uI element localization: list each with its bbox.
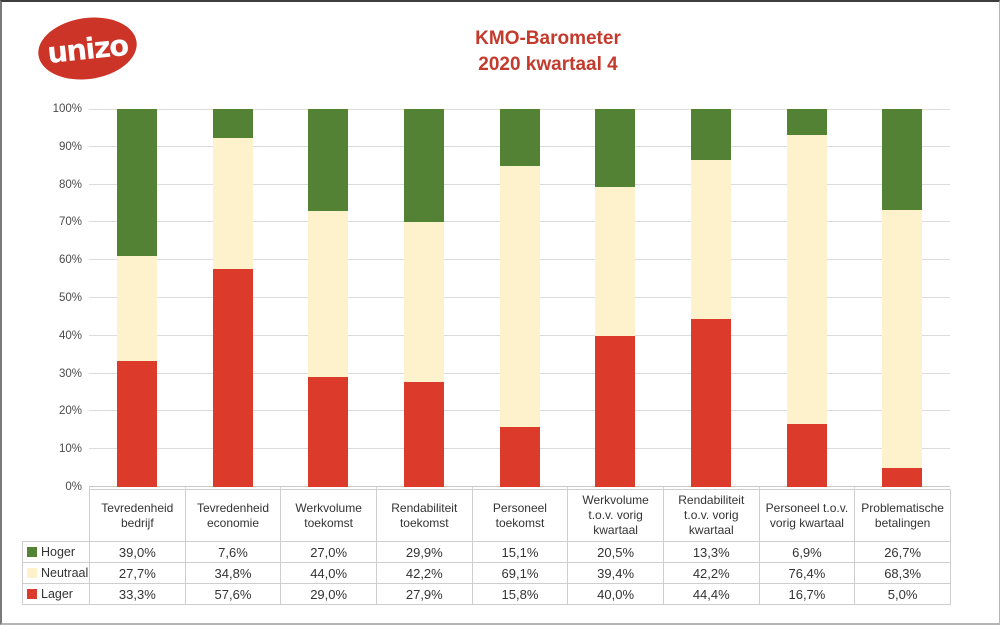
value-cell-hoger-6: 20,5%	[567, 541, 664, 563]
chart-data-table: Tevredenheid bedrijf Tevredenheid economie W…	[22, 489, 951, 605]
value-cell-hoger-2: 7,6%	[184, 541, 282, 563]
bar-segment-lager-8	[786, 423, 827, 487]
chart-title: KMO-Barometer 2020 kwartaal 4	[97, 26, 999, 78]
category-header-3: Werkvolume toekomst	[280, 489, 377, 542]
value-cell-lager-8: 16,7%	[758, 583, 856, 605]
legend-inner-hoger: Hoger	[27, 545, 89, 559]
category-header-4: Rendabiliteit toekomst	[375, 489, 473, 542]
value-cell-lager-1: 33,3%	[89, 583, 186, 605]
legend-inner-lager: Lager	[27, 587, 89, 601]
y-axis-tick-label: 50%	[58, 292, 82, 304]
bar-segment-lager-2	[212, 269, 253, 487]
bar-segment-neutraal-4	[403, 222, 444, 382]
value-cell-neutraal-8: 76,4%	[758, 562, 856, 584]
y-axis-tick-label: 100%	[52, 103, 82, 115]
value-cell-lager-3: 29,0%	[280, 583, 377, 605]
data-table: Tevredenheid bedrijf Tevredenheid economie W…	[22, 489, 951, 605]
table-corner-blank	[23, 490, 90, 542]
chart-title-line1: KMO-Barometer	[475, 28, 621, 49]
legend-item-hoger: Hoger	[22, 541, 90, 563]
value-cell-lager-4: 27,9%	[375, 583, 473, 605]
bar-segment-hoger-5	[499, 109, 540, 167]
value-cell-neutraal-5: 69,1%	[471, 562, 569, 584]
legend-item-neutraal: Neutraal	[22, 562, 90, 584]
category-header-7: Rendabiliteit t.o.v. vorig kwartaal	[662, 489, 760, 542]
value-cell-neutraal-2: 34,8%	[184, 562, 282, 584]
value-cell-hoger-4: 29,9%	[375, 541, 473, 563]
bar-segment-hoger-9	[882, 109, 923, 210]
bar-segment-neutraal-1	[116, 256, 157, 362]
value-cell-neutraal-1: 27,7%	[89, 562, 186, 584]
value-cell-lager-5: 15,8%	[471, 583, 569, 605]
bar-segment-neutraal-8	[786, 135, 827, 424]
bar-segment-lager-9	[882, 468, 923, 487]
bar-segment-neutraal-3	[308, 211, 349, 378]
y-axis-tick-label: 10%	[58, 443, 82, 456]
legend-inner-neutraal: Neutraal	[27, 566, 89, 580]
value-cell-hoger-7: 13,3%	[662, 541, 760, 563]
category-header-2: Tevredenheid economie	[184, 489, 282, 542]
category-header-6: Werkvolume t.o.v. vorig kwartaal	[567, 489, 664, 542]
y-axis-tick-label: 40%	[58, 329, 82, 342]
chart-title-line2: 2020 kwartaal 4	[478, 54, 618, 75]
category-header-9: Problematische betalingen	[854, 489, 951, 542]
bar-segment-neutraal-5	[499, 166, 540, 428]
value-cell-neutraal-9: 68,3%	[854, 562, 951, 584]
value-cell-lager-7: 44,4%	[662, 583, 760, 605]
legend-swatch-lager	[27, 589, 37, 599]
bar-segment-lager-7	[690, 319, 731, 487]
y-axis-tick-label: 60%	[58, 254, 82, 267]
bar-segment-lager-1	[116, 361, 157, 487]
legend-label-neutraal: Neutraal	[41, 566, 89, 580]
category-header-8: Personeel t.o.v. vorig kwartaal	[758, 489, 856, 542]
legend-label-lager: Lager	[41, 587, 73, 601]
bar-segment-hoger-8	[786, 109, 827, 136]
bar-segment-hoger-6	[595, 109, 636, 187]
value-cell-lager-6: 40,0%	[567, 583, 664, 605]
value-cell-hoger-3: 27,0%	[280, 541, 377, 563]
value-cell-hoger-5: 15,1%	[471, 541, 569, 563]
y-axis-tick-label: 80%	[58, 178, 82, 191]
bar-segment-lager-6	[595, 335, 636, 487]
bar-segment-lager-3	[308, 377, 349, 487]
value-cell-neutraal-7: 42,2%	[662, 562, 760, 584]
value-cell-neutraal-6: 39,4%	[567, 562, 664, 584]
y-axis-tick-label: 30%	[58, 367, 82, 380]
y-axis-tick-label: 20%	[58, 405, 82, 418]
legend-item-lager: Lager	[22, 583, 90, 605]
y-axis-tick-label: 70%	[58, 216, 82, 229]
value-cell-lager-9: 5,0%	[854, 583, 951, 605]
bar-segment-neutraal-9	[882, 209, 923, 469]
legend-label-hoger: Hoger	[41, 545, 76, 559]
bar-segment-neutraal-6	[595, 186, 636, 336]
legend-swatch-hoger	[27, 547, 37, 557]
bar-segment-hoger-1	[116, 109, 157, 257]
value-cell-hoger-8: 6,9%	[758, 541, 856, 563]
category-header-5: Personeel toekomst	[471, 489, 569, 542]
value-cell-lager-2: 57,6%	[184, 583, 282, 605]
value-cell-hoger-9: 26,7%	[854, 541, 951, 563]
legend-swatch-neutraal	[27, 568, 37, 578]
bar-segment-lager-4	[403, 381, 444, 487]
value-cell-hoger-1: 39,0%	[89, 541, 186, 563]
bar-segment-neutraal-2	[212, 137, 253, 270]
y-axis-tick-label: 90%	[58, 140, 82, 153]
plot-area: 0% 10% 20% 30% 40% 50% 60% 70% 80% 90% 100%	[53, 103, 950, 493]
bar-segment-hoger-2	[212, 109, 253, 138]
category-header-1: Tevredenheid bedrijf	[89, 489, 186, 542]
y-axis-tick-label: 0%	[65, 481, 82, 493]
bar-segment-neutraal-7	[690, 159, 731, 320]
bar-segment-hoger-7	[690, 109, 731, 160]
value-cell-neutraal-3: 44,0%	[280, 562, 377, 584]
bar-segment-hoger-4	[403, 109, 444, 223]
bar-segment-lager-5	[499, 427, 540, 487]
value-cell-neutraal-4: 42,2%	[375, 562, 473, 584]
bar-segment-hoger-3	[308, 109, 349, 212]
